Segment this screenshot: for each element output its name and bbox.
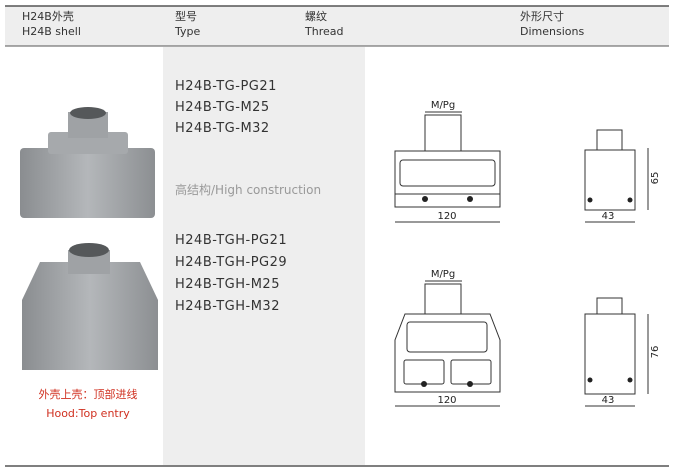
thread-label: M/Pg xyxy=(431,269,455,280)
height-label: 76 xyxy=(650,346,661,359)
drawing-front xyxy=(394,280,501,407)
header-en: Type xyxy=(174,25,200,38)
housing-photo xyxy=(22,243,158,370)
header-en: Dimensions xyxy=(520,25,584,38)
depth-label: 43 xyxy=(602,395,615,406)
drawing-side xyxy=(584,297,649,407)
caption-zh: 外壳上壳：顶部进线 xyxy=(39,387,138,401)
header-zh: 型号 xyxy=(175,9,197,23)
header-en: Thread xyxy=(304,25,343,38)
header-zh: 螺纹 xyxy=(305,9,327,23)
caption-en: Hood:Top entry xyxy=(46,407,130,420)
type: H24B-TGH-PG21 xyxy=(175,233,287,248)
drawing-front xyxy=(394,111,501,223)
housing-photo xyxy=(20,107,155,218)
note: 高结构/High construction xyxy=(175,182,321,197)
drawing-side xyxy=(584,129,649,223)
type-column xyxy=(163,47,365,465)
width-label: 120 xyxy=(437,211,456,222)
height-label: 65 xyxy=(650,172,661,185)
type: H24B-TG-PG21 xyxy=(175,79,277,94)
header-en: H24B shell xyxy=(22,25,81,38)
header-zh: H24B外壳 xyxy=(22,9,74,23)
header-zh: 外形尺寸 xyxy=(520,9,564,23)
thread-label: M/Pg xyxy=(431,100,455,111)
type: H24B-TGH-M32 xyxy=(175,299,280,314)
type: H24B-TG-M25 xyxy=(175,100,270,115)
type: H24B-TGH-M25 xyxy=(175,277,280,292)
width-label: 120 xyxy=(437,395,456,406)
type: H24B-TG-M32 xyxy=(175,121,270,136)
type: H24B-TGH-PG29 xyxy=(175,255,287,270)
header-band xyxy=(5,6,669,46)
depth-label: 43 xyxy=(602,211,615,222)
